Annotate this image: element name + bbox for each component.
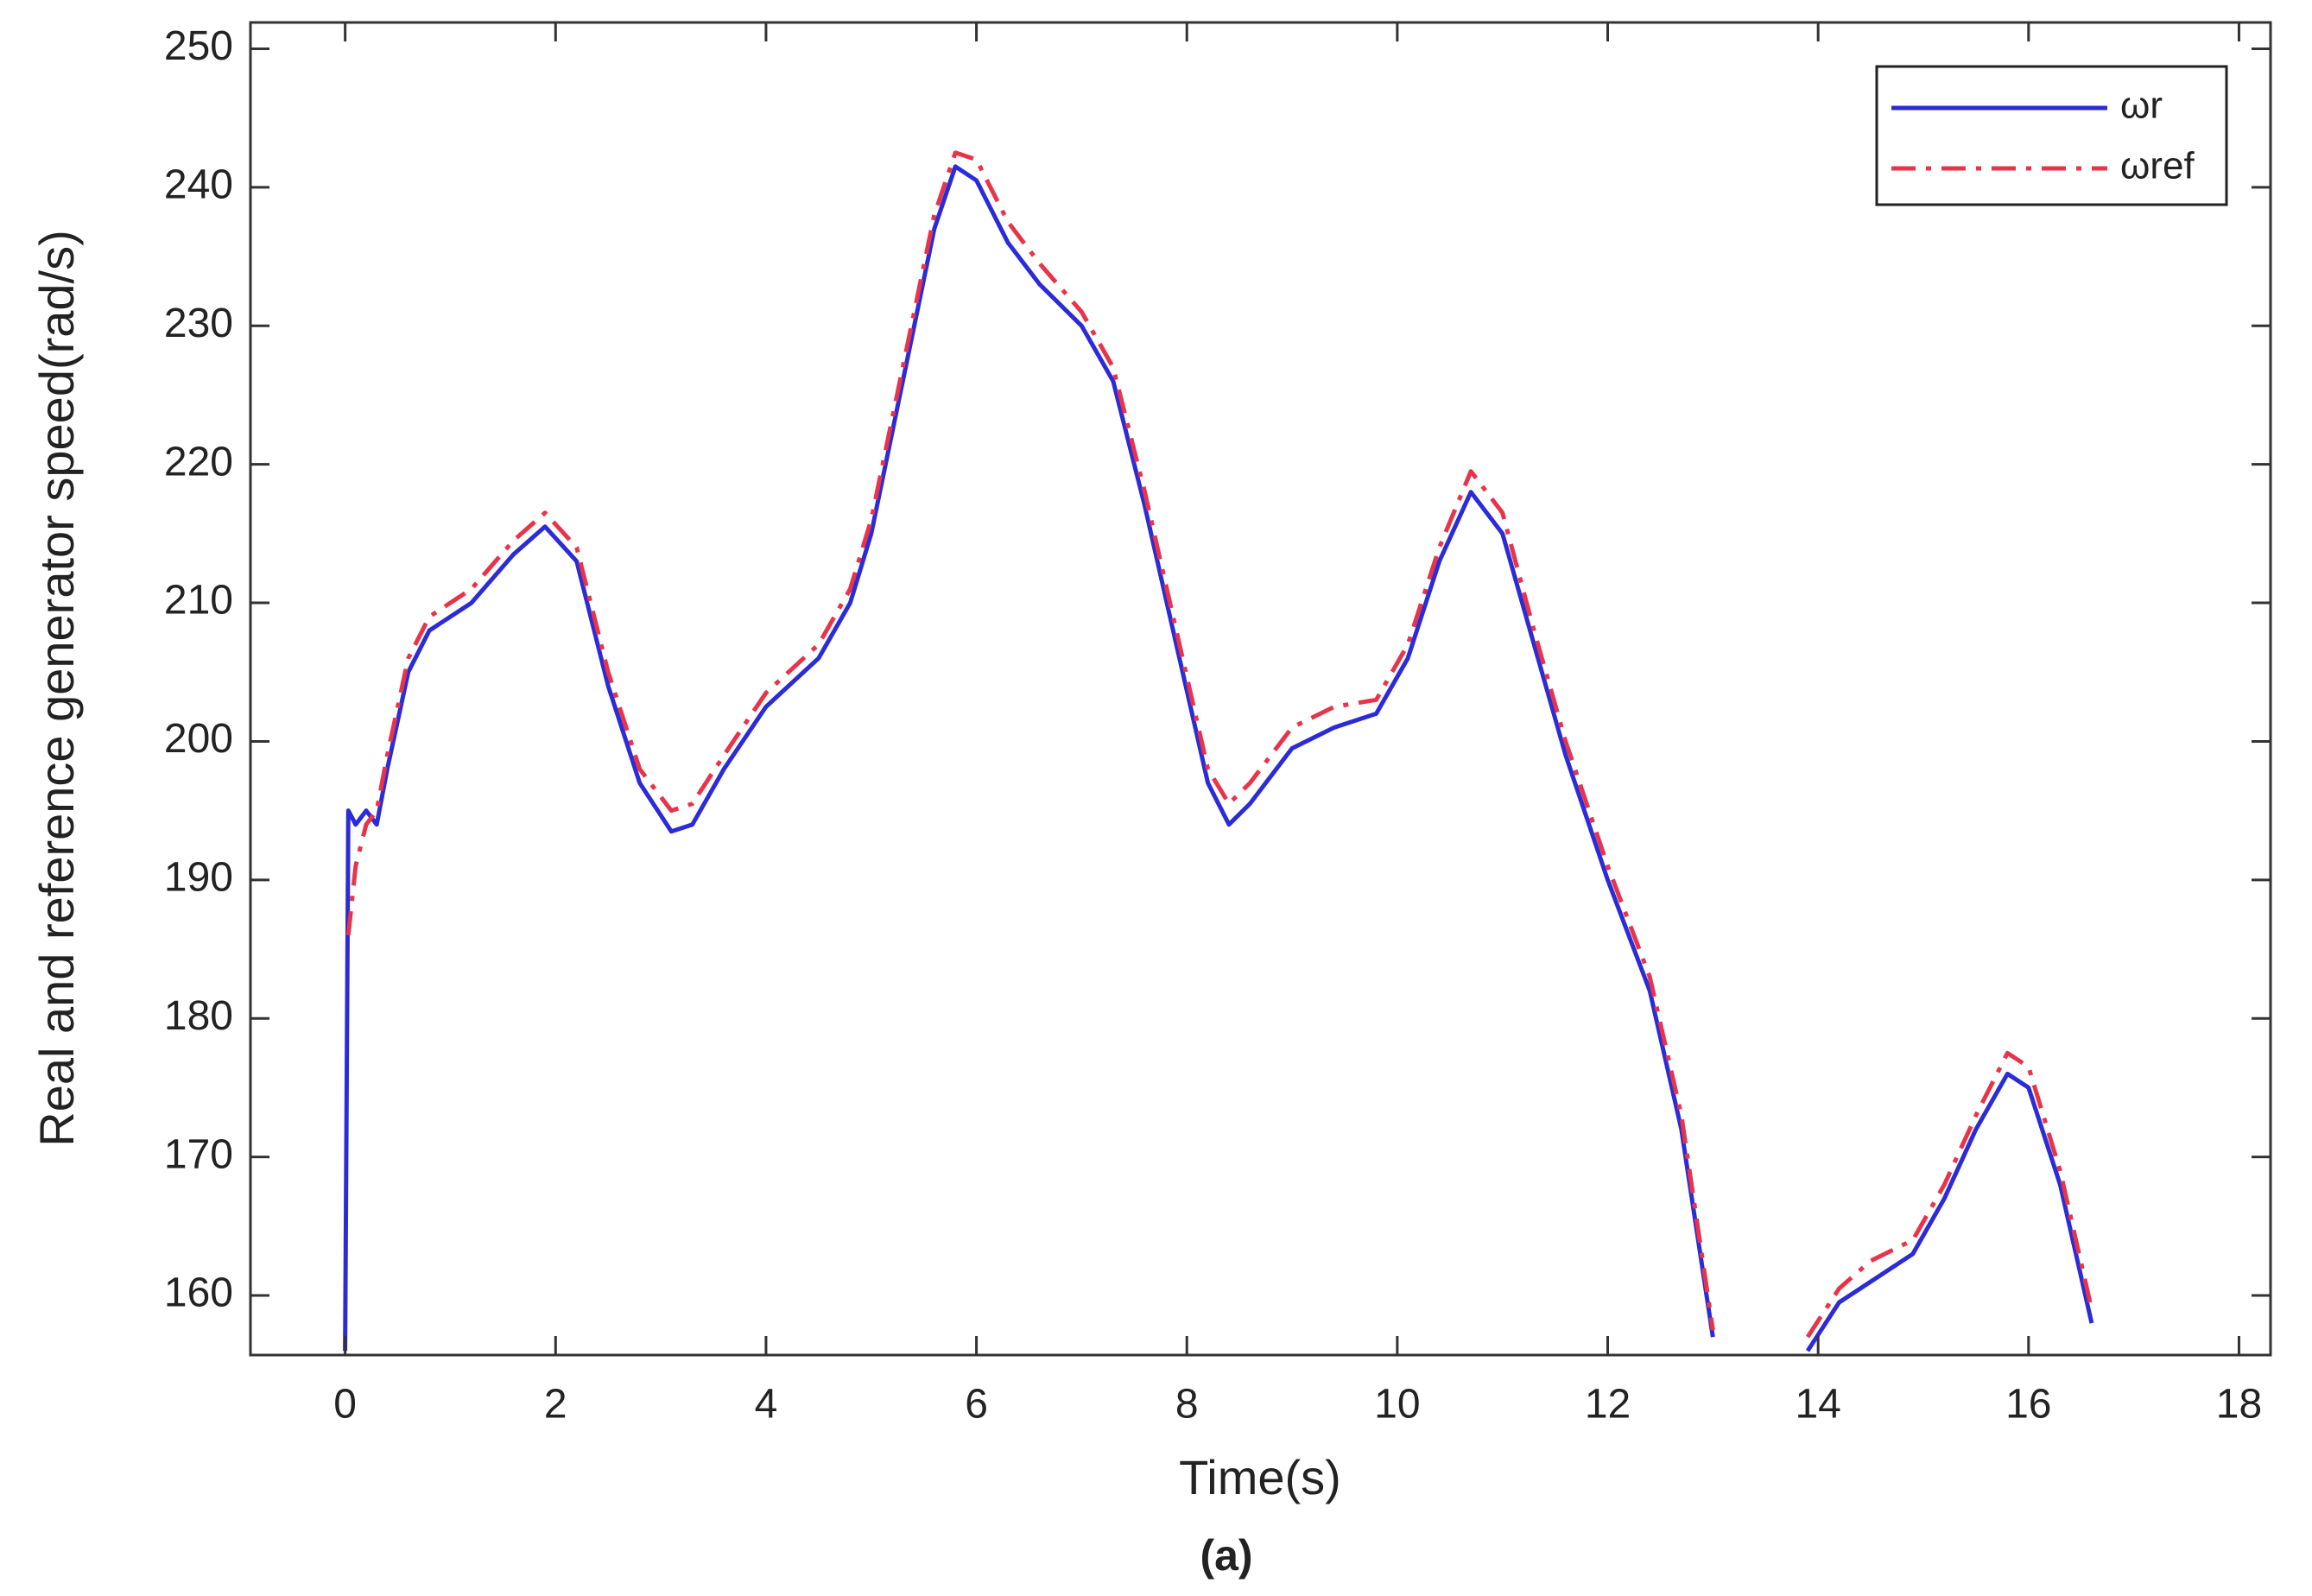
legend-label: ωr xyxy=(2120,85,2163,127)
x-tick-label: 18 xyxy=(2216,1382,2262,1428)
y-tick-label: 210 xyxy=(164,578,233,624)
x-tick-label: 4 xyxy=(755,1382,778,1428)
x-axis-label: Time(s) xyxy=(1179,1450,1341,1504)
y-tick-label: 160 xyxy=(164,1270,233,1316)
y-tick-label: 240 xyxy=(164,162,233,208)
y-tick-label: 180 xyxy=(164,993,233,1039)
y-tick-label: 220 xyxy=(164,439,233,484)
x-tick-label: 12 xyxy=(1585,1382,1631,1428)
x-tick-label: 6 xyxy=(965,1382,988,1428)
x-tick-label: 14 xyxy=(1795,1382,1840,1428)
x-tick-label: 0 xyxy=(333,1382,357,1428)
y-tick-label: 250 xyxy=(164,23,233,69)
y-tick-label: 200 xyxy=(164,716,233,762)
y-tick-label: 190 xyxy=(164,855,233,901)
caption: (a) xyxy=(1200,1531,1252,1580)
series-line xyxy=(345,150,2094,1339)
x-tick-label: 10 xyxy=(1374,1382,1420,1428)
x-tick-label: 8 xyxy=(1175,1382,1199,1428)
y-axis-label: Real and reference generator speed(rad/s… xyxy=(29,230,84,1147)
legend-box xyxy=(1875,65,2228,206)
y-tick-label: 230 xyxy=(164,301,233,346)
plot-area xyxy=(343,150,2094,1352)
x-tick-label: 16 xyxy=(2005,1382,2051,1428)
legend-label: ωref xyxy=(2120,145,2195,187)
series-line xyxy=(343,164,2094,1352)
y-tick-label: 170 xyxy=(164,1131,233,1177)
plot-frame xyxy=(249,21,2272,1357)
x-tick-label: 2 xyxy=(544,1382,567,1428)
